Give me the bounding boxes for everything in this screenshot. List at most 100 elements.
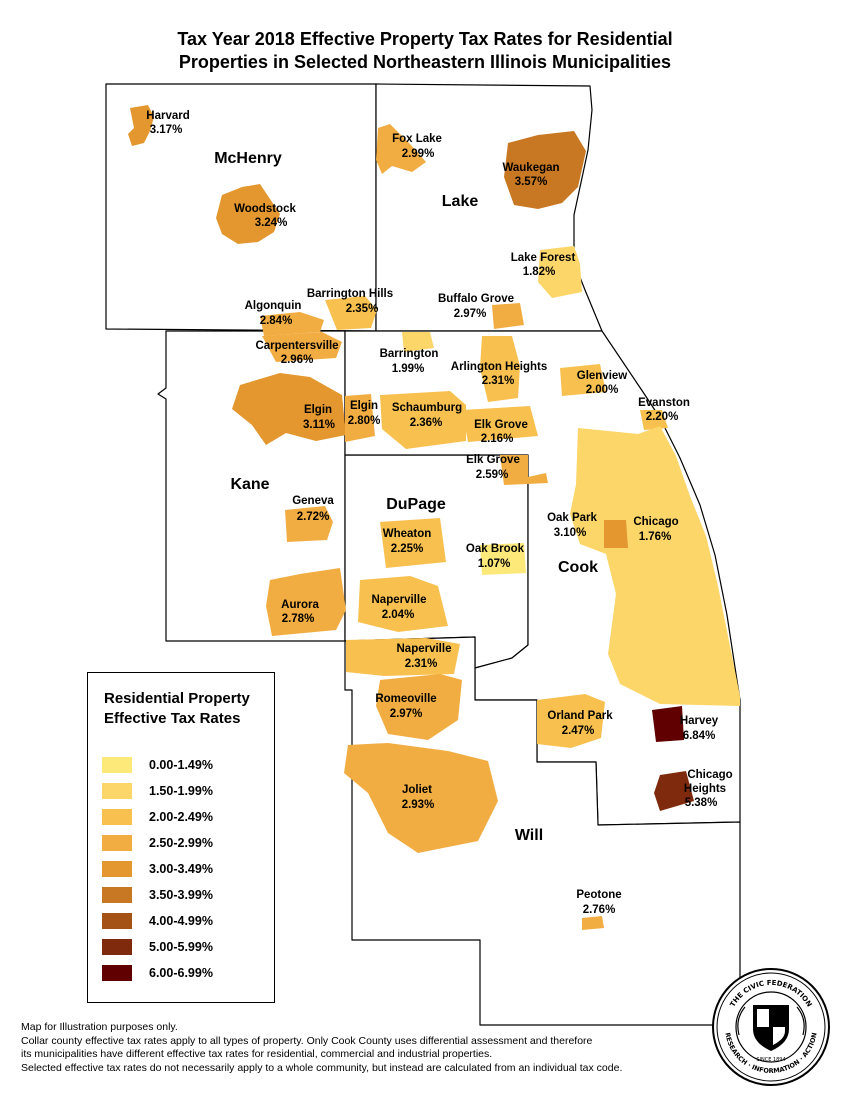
muni-rate-oak-park: 3.10% [554, 527, 587, 539]
muni-name-aurora: Aurora [281, 599, 319, 611]
legend-label: 6.00-6.99% [149, 966, 213, 980]
muni-name-harvard: Harvard [146, 110, 189, 122]
muni-rate-algonquin: 2.84% [260, 315, 293, 327]
muni-shape-elk-grove-cook [462, 406, 538, 442]
muni-shape-waukegan [504, 131, 586, 209]
muni-shape-glenview [560, 364, 606, 396]
legend-label: 1.50-1.99% [149, 784, 213, 798]
muni-name-wheaton: Wheaton [383, 528, 432, 540]
muni-name-joliet: Joliet [402, 784, 432, 796]
note-line-3: its municipalities have different effect… [21, 1048, 493, 1060]
muni-name-chicago: Chicago [633, 516, 678, 528]
map-title: Tax Year 2018 Effective Property Tax Rat… [0, 28, 850, 74]
muni-rate-woodstock: 3.24% [255, 217, 288, 229]
muni-name-chicago-heights-1: Chicago [687, 769, 732, 781]
muni-rate-joliet: 2.93% [402, 799, 435, 811]
legend-title-line1: Residential Property [104, 690, 250, 707]
muni-name-barrington-hills: Barrington Hills [307, 288, 393, 300]
muni-shape-schaumburg [380, 391, 466, 449]
muni-rate-lake-forest: 1.82% [523, 266, 556, 278]
muni-name-waukegan: Waukegan [502, 162, 559, 174]
muni-name-harvey: Harvey [680, 715, 719, 727]
muni-rate-elk-grove-dupage: 2.59% [476, 469, 509, 481]
muni-shape-woodstock [216, 184, 280, 244]
civic-federation-seal: THE CIVIC FEDERATION RESEARCH · INFORMAT… [712, 968, 830, 1086]
legend-row: 3.50-3.99% [102, 887, 213, 903]
legend-row: 0.00-1.49% [102, 757, 213, 773]
legend-label: 0.00-1.49% [149, 758, 213, 772]
legend-swatch [102, 965, 132, 981]
muni-name-evanston: Evanston [638, 397, 690, 409]
muni-rate-chicago-heights: 5.38% [685, 797, 718, 809]
muni-shape-elk-grove-dupage [500, 455, 548, 485]
muni-name-lake-forest: Lake Forest [511, 252, 576, 264]
muni-rate-elgin-cook: 2.80% [348, 415, 381, 427]
muni-rate-romeoville: 2.97% [390, 708, 423, 720]
legend-title: Residential Property Effective Tax Rates [104, 689, 274, 729]
legend-row: 1.50-1.99% [102, 783, 213, 799]
muni-shape-orland-park [537, 694, 605, 748]
legend-row: 2.00-2.49% [102, 809, 213, 825]
muni-rate-naperville-will: 2.31% [405, 658, 438, 670]
muni-name-barrington: Barrington [380, 348, 439, 360]
county-label-cook: Cook [558, 559, 598, 576]
muni-name-chicago-heights-2: Heights [684, 783, 726, 795]
muni-name-peotone: Peotone [576, 889, 621, 901]
muni-name-schaumburg: Schaumburg [392, 402, 462, 414]
muni-name-elgin-cook: Elgin [350, 400, 378, 412]
legend-row: 3.00-3.49% [102, 861, 213, 877]
muni-shape-oak-brook [480, 543, 526, 575]
muni-shape-carpentersville [262, 332, 342, 362]
legend-label: 4.00-4.99% [149, 914, 213, 928]
muni-rate-arlington-heights: 2.31% [482, 375, 515, 387]
county-label-lake: Lake [442, 193, 479, 210]
muni-name-carpentersville: Carpentersville [255, 340, 338, 352]
muni-name-elgin-kane: Elgin [304, 404, 332, 416]
muni-shape-fox-lake [376, 124, 426, 174]
muni-name-algonquin: Algonquin [245, 300, 302, 312]
muni-rate-schaumburg: 2.36% [410, 417, 443, 429]
muni-shape-oak-park [604, 520, 628, 548]
legend-label: 2.50-2.99% [149, 836, 213, 850]
map-notes: Map for Illustration purposes only. Coll… [21, 1021, 741, 1075]
muni-rate-harvard: 3.17% [150, 124, 183, 136]
muni-rate-elgin-kane: 3.11% [303, 419, 335, 431]
muni-name-glenview: Glenview [577, 370, 628, 382]
muni-shape-chicago [570, 426, 740, 706]
muni-name-naperville-will: Naperville [397, 643, 452, 655]
muni-name-fox-lake: Fox Lake [392, 133, 442, 145]
muni-shape-elgin-kane [232, 373, 346, 445]
legend-swatch [102, 913, 132, 929]
muni-shape-algonquin [260, 312, 324, 336]
muni-rate-waukegan: 3.57% [515, 176, 548, 188]
muni-rate-oak-brook: 1.07% [478, 558, 511, 570]
legend-label: 3.50-3.99% [149, 888, 213, 902]
note-line-1: Map for Illustration purposes only. [21, 1021, 178, 1033]
legend-swatch [102, 835, 132, 851]
note-line-2: Collar county effective tax rates apply … [21, 1034, 593, 1047]
county-label-dupage: DuPage [386, 496, 446, 513]
muni-name-elk-grove-dupage: Elk Grove [466, 454, 520, 466]
muni-shape-barrington [402, 332, 434, 352]
muni-rate-fox-lake: 2.99% [402, 148, 435, 160]
muni-shape-harvard [128, 105, 154, 146]
muni-rate-peotone: 2.76% [583, 904, 616, 916]
muni-name-romeoville: Romeoville [375, 693, 436, 705]
muni-shape-elgin-cook [345, 394, 375, 442]
muni-rate-barrington: 1.99% [392, 363, 425, 375]
muni-shape-arlington-heights [480, 336, 520, 402]
legend-row: 2.50-2.99% [102, 835, 213, 851]
muni-name-arlington-heights: Arlington Heights [451, 361, 547, 373]
muni-rate-carpentersville: 2.96% [281, 354, 314, 366]
legend-swatch [102, 809, 132, 825]
muni-name-woodstock: Woodstock [234, 203, 296, 215]
legend-row: 5.00-5.99% [102, 939, 213, 955]
muni-rate-geneva: 2.72% [297, 511, 330, 523]
county-label-mchenry: McHenry [214, 150, 282, 167]
legend-row: 6.00-6.99% [102, 965, 213, 981]
muni-rate-naperville-dupage: 2.04% [382, 609, 415, 621]
muni-rate-orland-park: 2.47% [562, 725, 595, 737]
muni-shape-buffalo-grove [492, 303, 524, 329]
legend-label: 3.00-3.49% [149, 862, 213, 876]
